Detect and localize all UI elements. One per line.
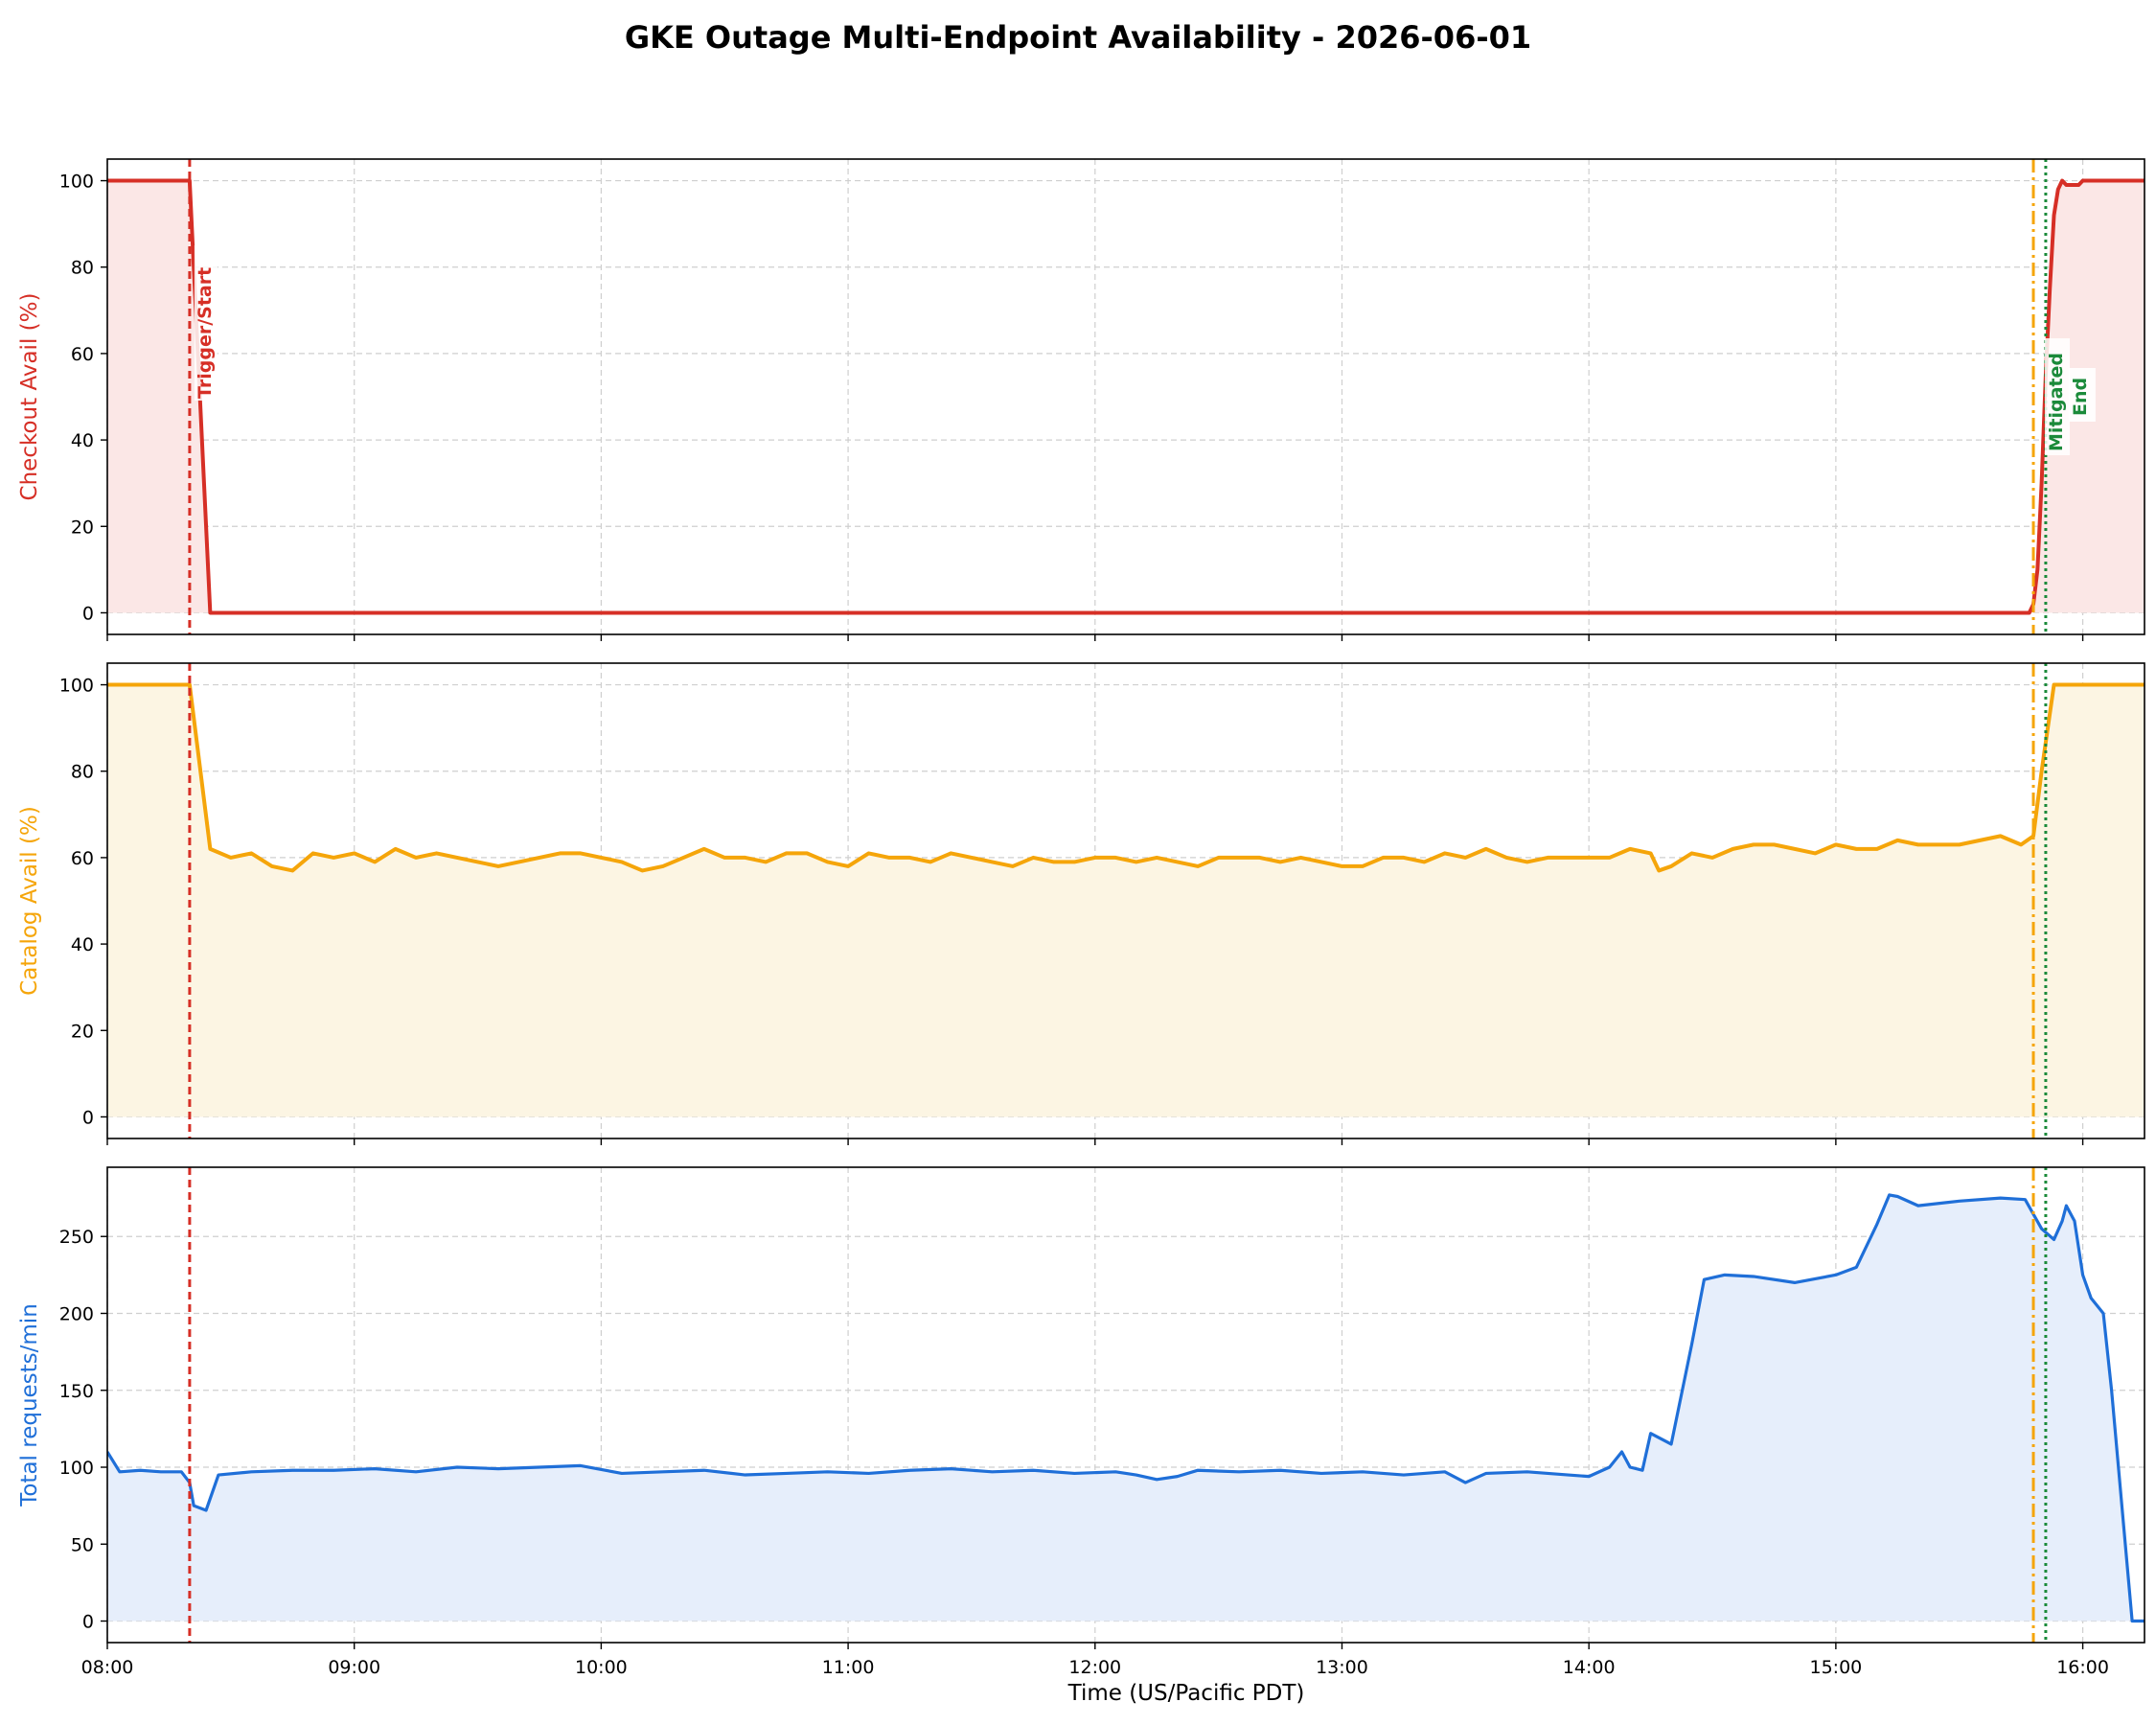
- requests-area: [107, 1194, 2145, 1622]
- y-tick-label: 40: [71, 934, 94, 955]
- checkout-y-axis-label: Checkout Avail (%): [17, 293, 42, 501]
- panel-frame: [106, 158, 2145, 635]
- x-axis-label: Time (US/Pacific PDT): [1067, 1681, 1305, 1706]
- x-tick-label: 11:00: [822, 1657, 875, 1678]
- annotation-label-bg: [194, 245, 218, 401]
- annotation-label-mitigated: Mitigated: [2046, 353, 2067, 451]
- y-tick-label: 150: [59, 1381, 94, 1402]
- y-tick-label: 0: [82, 1612, 94, 1633]
- x-tick-label: 16:00: [2056, 1657, 2109, 1678]
- x-tick-label: 09:00: [328, 1657, 380, 1678]
- checkout-area: [107, 180, 2145, 613]
- requests-series-line: [107, 1193, 2145, 1623]
- annotation-label-bg: [2068, 368, 2096, 422]
- y-tick-label: 0: [82, 603, 94, 624]
- y-tick-label: 250: [59, 1227, 94, 1248]
- panel-catalog: 0 20 40 60 80 100 Catalog Avail (%): [17, 662, 2145, 1145]
- x-tick-label: 13:00: [1316, 1657, 1368, 1678]
- y-tick-label: 100: [59, 172, 94, 193]
- y-tick-label: 50: [71, 1534, 94, 1555]
- y-tick-label: 60: [71, 848, 94, 869]
- y-tick-label: 100: [59, 676, 94, 697]
- catalog-y-axis-label: Catalog Avail (%): [17, 806, 42, 996]
- y-tick-label: 200: [59, 1303, 94, 1324]
- y-tick-label: 40: [71, 430, 94, 451]
- x-tick-label: 14:00: [1563, 1657, 1616, 1678]
- y-tick-label: 0: [82, 1107, 94, 1128]
- catalog-series-line: [107, 682, 2145, 873]
- annotation-label-bg: [2045, 338, 2071, 455]
- y-tick-label: 60: [71, 344, 94, 365]
- x-tick-label: 12:00: [1068, 1657, 1121, 1678]
- annotation-label-end: End: [2070, 378, 2091, 416]
- chart-title: GKE Outage Multi-Endpoint Availability -…: [625, 19, 1531, 56]
- y-tick-label: 20: [71, 517, 94, 538]
- y-tick-label: 80: [71, 258, 94, 279]
- annotation-label-trigger-start: Trigger/Start: [195, 267, 216, 399]
- y-tick-label: 80: [71, 762, 94, 783]
- y-tick-label: 100: [59, 1458, 94, 1479]
- catalog-area: [107, 684, 2145, 1117]
- requests-y-axis-label: Total requests/min: [17, 1303, 42, 1507]
- x-tick-label: 08:00: [81, 1657, 134, 1678]
- panel-frame: [106, 1166, 2145, 1644]
- checkout-series-line: [107, 178, 2145, 615]
- x-tick-label: 15:00: [1809, 1657, 1862, 1678]
- panel-checkout: 0 20 40 60 80 100 Checkout Avail (%) Trigger/St…: [17, 158, 2145, 641]
- panel-frame: [106, 662, 2145, 1139]
- y-tick-label: 20: [71, 1021, 94, 1042]
- x-tick-label: 10:00: [575, 1657, 628, 1678]
- panel-requests: 0 50 100 150 200 250 08:00 09:00 10:00 11:00 12:00…: [17, 1166, 2145, 1678]
